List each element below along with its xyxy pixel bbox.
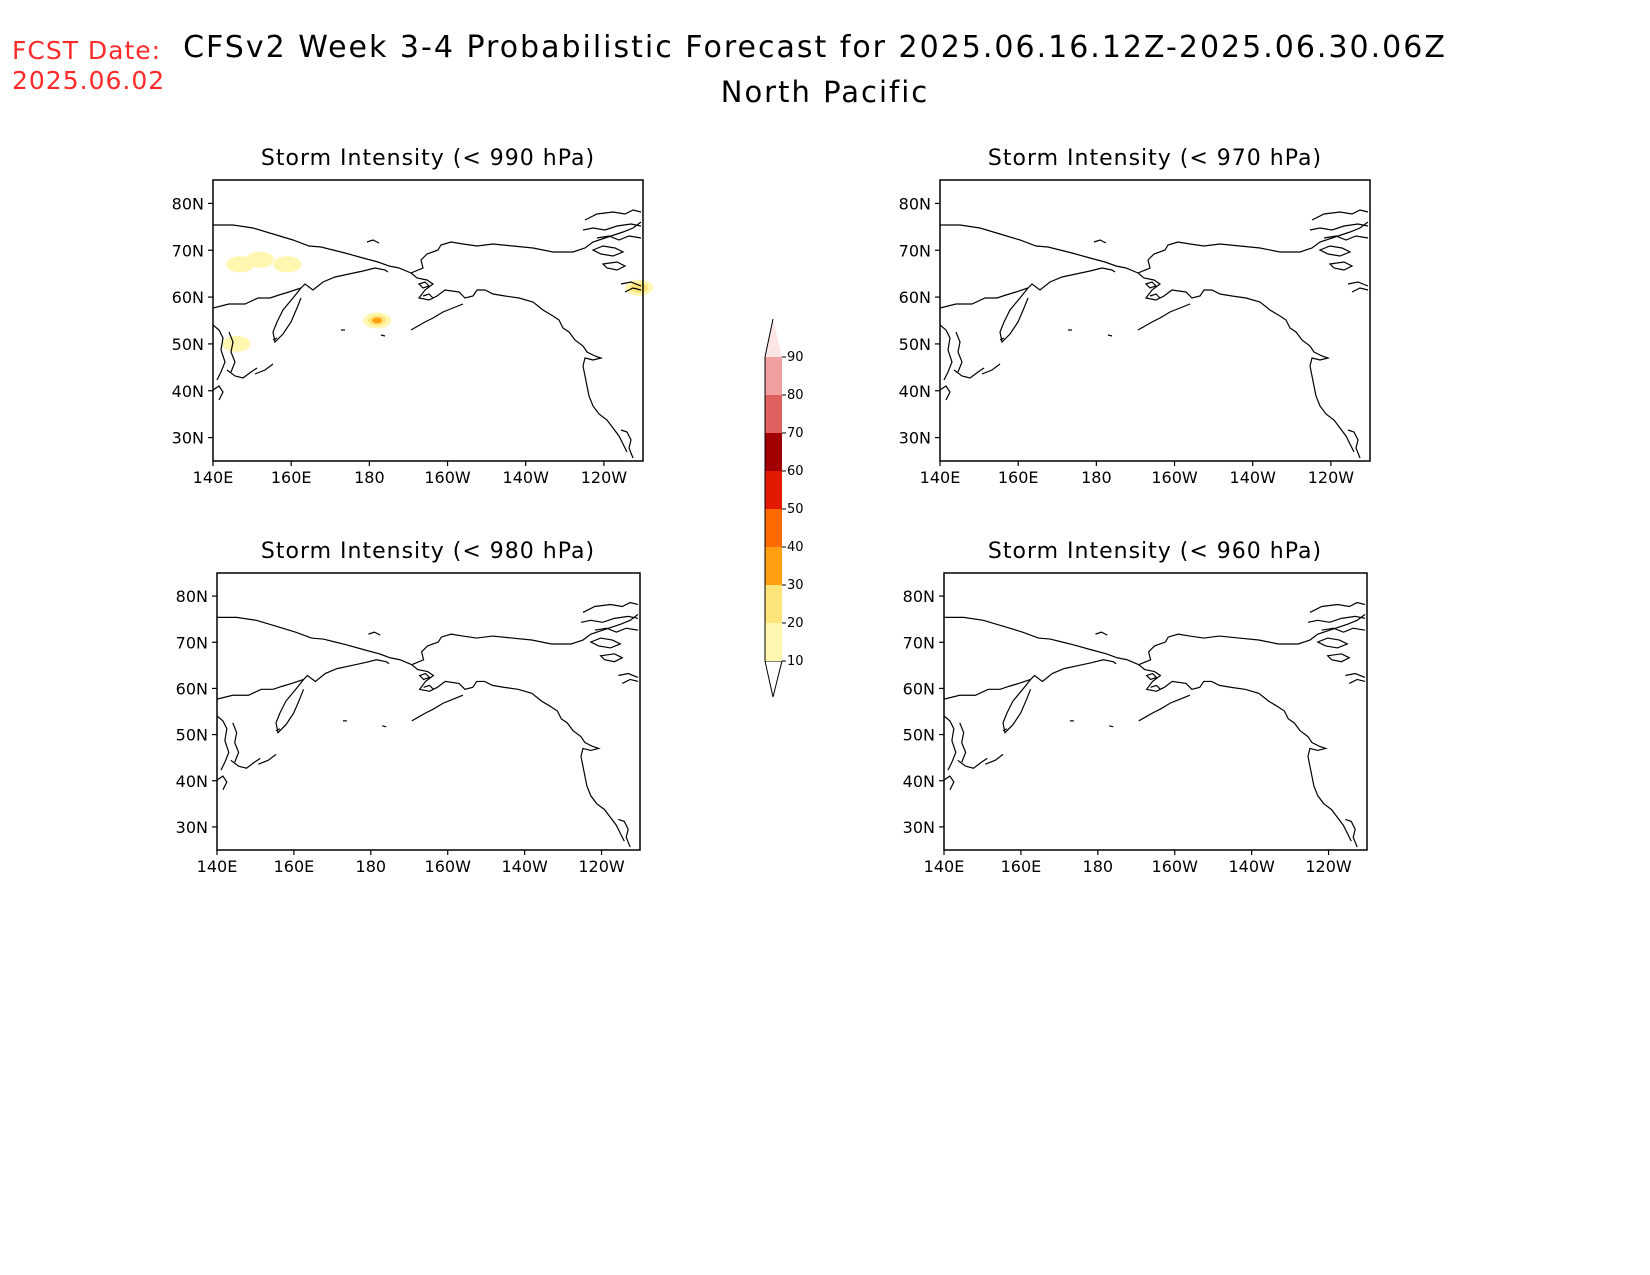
- x-tick-label: 140W: [1230, 468, 1277, 487]
- y-tick-label: 30N: [899, 429, 931, 448]
- y-tick-label: 50N: [176, 726, 208, 745]
- map-frame: [939, 179, 1371, 462]
- probability-patch: [245, 251, 274, 268]
- y-tick-label: 40N: [899, 382, 931, 401]
- y-tick-label: 70N: [903, 633, 935, 652]
- y-tick-label: 60N: [176, 679, 208, 698]
- panel-title: Storm Intensity (< 970 hPa): [988, 146, 1322, 171]
- x-tick-label: 160E: [274, 857, 315, 876]
- colorbar-label: 90: [787, 350, 804, 365]
- x-tick-label: 120W: [581, 468, 628, 487]
- x-tick-label: 160W: [424, 468, 471, 487]
- colorbar-swatch: [765, 433, 782, 471]
- colorbar-label: 60: [787, 464, 804, 479]
- y-tick-label: 40N: [172, 382, 204, 401]
- y-tick-label: 70N: [172, 241, 204, 260]
- colorbar-lower-extension: [764, 660, 783, 698]
- y-tick-label: 40N: [176, 772, 208, 791]
- colorbar-label: 80: [787, 388, 804, 403]
- x-tick-label: 160W: [1152, 857, 1199, 876]
- x-tick-label: 160W: [1151, 468, 1198, 487]
- x-tick-label: 180: [1081, 468, 1112, 487]
- x-tick-label: 180: [356, 857, 387, 876]
- x-tick-label: 160E: [271, 468, 312, 487]
- colorbar-swatch: [765, 585, 782, 623]
- y-tick-label: 80N: [903, 587, 935, 606]
- colorbar-swatch: [765, 395, 782, 433]
- colorbar-swatch: [765, 509, 782, 547]
- map-panel-bottom-right: Storm Intensity (< 960 hPa) 140E 160E 180 16…: [903, 539, 1368, 876]
- x-tick-label: 140E: [193, 468, 234, 487]
- y-tick-label: 80N: [176, 587, 208, 606]
- y-tick-label: 60N: [172, 288, 204, 307]
- panel-title: Storm Intensity (< 960 hPa): [988, 539, 1322, 564]
- y-tick-label: 60N: [903, 679, 935, 698]
- panels: Storm Intensity (< 990 hPa) 140E 160E 180 16…: [172, 146, 1371, 876]
- probability-patch: [363, 312, 392, 329]
- x-tick-label: 120W: [578, 857, 625, 876]
- map-frame: [943, 572, 1368, 851]
- x-tick-label: 160E: [998, 468, 1039, 487]
- map-panel-top-left: Storm Intensity (< 990 hPa) 140E 160E 180 16…: [172, 146, 654, 487]
- colorbar-swatch: [765, 357, 782, 395]
- panel-title: Storm Intensity (< 980 hPa): [261, 539, 595, 564]
- colorbar-swatch: [765, 471, 782, 509]
- colorbar-label: 20: [787, 616, 804, 631]
- x-tick-label: 140W: [1228, 857, 1275, 876]
- colorbar-label: 30: [787, 578, 804, 593]
- y-tick-label: 60N: [899, 288, 931, 307]
- map-panel-top-right: Storm Intensity (< 970 hPa) 140E 160E 180 16…: [899, 146, 1371, 487]
- x-tick-label: 120W: [1305, 857, 1352, 876]
- region-title: North Pacific: [720, 75, 930, 109]
- colorbar-label: 10: [787, 654, 804, 669]
- colorbar-label: 70: [787, 426, 804, 441]
- probability-patch: [273, 256, 302, 273]
- colorbar-swatch: [765, 547, 782, 585]
- x-tick-label: 140W: [503, 468, 550, 487]
- x-tick-label: 180: [354, 468, 385, 487]
- colorbar: 10 20 30 40 50 60 70 80 90: [764, 318, 804, 698]
- colorbar-label: 40: [787, 540, 804, 555]
- map-panel-bottom-left: Storm Intensity (< 980 hPa) 140E 160E 180 16…: [176, 539, 641, 876]
- y-tick-label: 30N: [176, 818, 208, 837]
- y-tick-label: 80N: [172, 194, 204, 213]
- y-tick-label: 30N: [903, 818, 935, 837]
- figure-title: CFSv2 Week 3-4 Probabilistic Forecast fo…: [183, 30, 1447, 65]
- colorbar-swatch: [765, 623, 782, 661]
- x-tick-label: 140E: [197, 857, 238, 876]
- map-frame: [212, 179, 644, 462]
- forecast-date-value: 2025.06.02: [12, 66, 166, 95]
- y-tick-label: 70N: [899, 241, 931, 260]
- y-tick-label: 50N: [172, 335, 204, 354]
- x-tick-label: 140W: [501, 857, 548, 876]
- panel-title: Storm Intensity (< 990 hPa): [261, 146, 595, 171]
- x-tick-label: 140E: [920, 468, 961, 487]
- x-tick-label: 160W: [425, 857, 472, 876]
- y-tick-label: 50N: [899, 335, 931, 354]
- y-tick-label: 70N: [176, 633, 208, 652]
- colorbar-label: 50: [787, 502, 804, 517]
- x-tick-label: 140E: [924, 857, 965, 876]
- y-tick-label: 30N: [172, 429, 204, 448]
- map-frame: [216, 572, 641, 851]
- y-tick-label: 40N: [903, 772, 935, 791]
- x-tick-label: 120W: [1308, 468, 1355, 487]
- x-tick-label: 160E: [1001, 857, 1042, 876]
- y-tick-label: 80N: [899, 194, 931, 213]
- probability-patch: [222, 335, 251, 352]
- forecast-date-label: FCST Date: 2025.06.02: [12, 36, 165, 96]
- colorbar-upper-extension: [765, 319, 782, 357]
- x-tick-label: 180: [1083, 857, 1114, 876]
- forecast-date-caption: FCST Date:: [12, 36, 162, 65]
- y-tick-label: 50N: [903, 726, 935, 745]
